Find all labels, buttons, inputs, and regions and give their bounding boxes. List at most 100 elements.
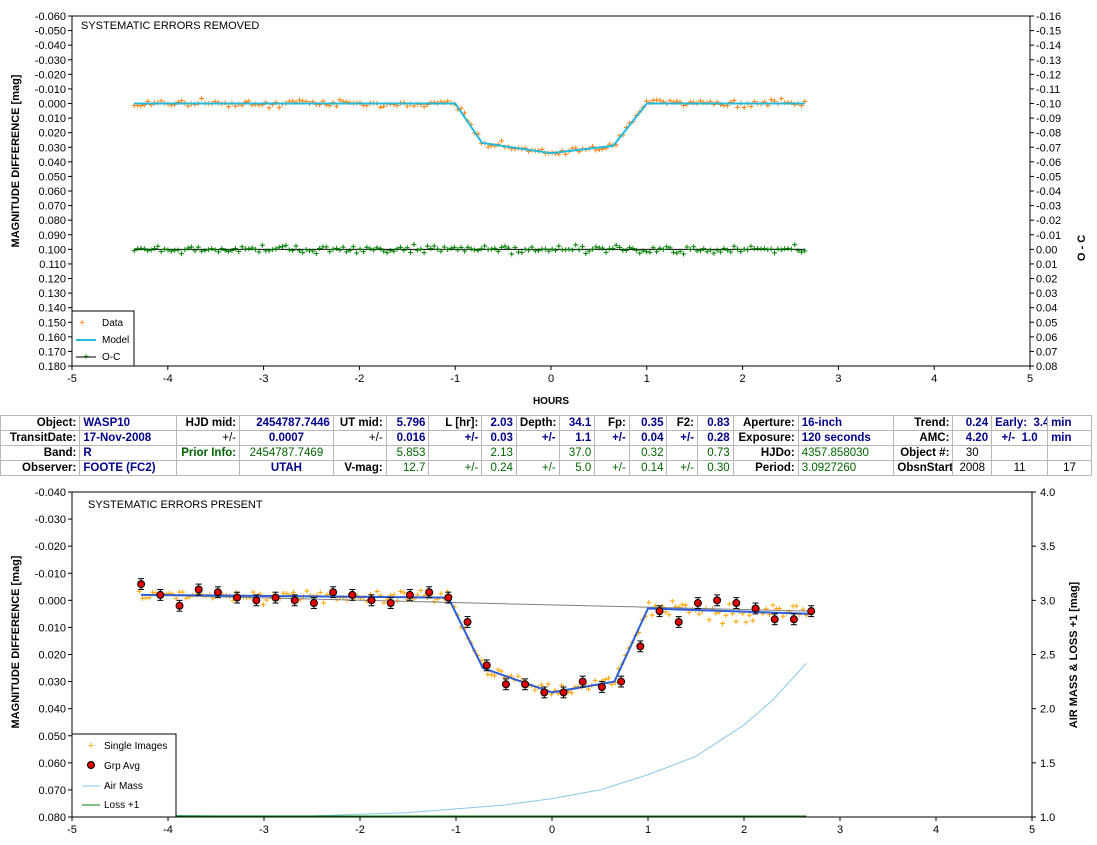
top-y2-tick-label: -0.10 xyxy=(1036,99,1061,111)
bottom-grp-point xyxy=(252,596,261,605)
f2-value: 0.83 xyxy=(697,415,734,431)
top-legend-oc-label: O-C xyxy=(102,352,120,363)
prior-blank-3 xyxy=(515,445,560,461)
bottom-grp-point xyxy=(271,593,280,602)
top-y2-label: O - C xyxy=(1076,235,1088,261)
hjd-mid-value: 2454787.7446 xyxy=(239,415,334,431)
bottom-grp-point xyxy=(578,677,587,686)
obs-day: 17 xyxy=(1047,460,1092,476)
ut-mid-label: UT mid: xyxy=(332,415,387,431)
aperture-value: 16-inch xyxy=(797,415,895,431)
bottom-grp-point xyxy=(521,680,530,689)
top-x-tick-label: -4 xyxy=(163,373,173,385)
prior-blank-5 xyxy=(666,445,699,461)
early-unit: min xyxy=(1047,415,1092,431)
top-x-tick-label: 5 xyxy=(1027,373,1033,385)
row3-blank-b xyxy=(1047,445,1092,461)
ut-mid-value: 5.796 xyxy=(385,415,430,431)
observer-value: FOOTE (FC2) xyxy=(79,460,178,476)
vmag-depth-err: 5.0 xyxy=(558,460,596,476)
bottom-y2-tick-label: 1.5 xyxy=(1040,758,1055,770)
amc-value: 4.20 xyxy=(952,430,993,446)
top-y-tick-label: 0.080 xyxy=(38,215,66,227)
top-y-tick-label: 0.160 xyxy=(38,332,66,344)
early-value: 3.4 xyxy=(1033,417,1046,429)
top-y2-axis: -0.16 -0.15 -0.14 -0.13 -0.12 -0.11 -0.10 -0.09… xyxy=(1030,11,1061,373)
early-pm: +/- 1.0 xyxy=(991,430,1049,446)
vmag-pm-3: +/- xyxy=(594,460,630,476)
top-legend-data-label: Data xyxy=(102,318,124,329)
bottom-x-tick-label: -1 xyxy=(451,824,461,836)
bottom-grp-point xyxy=(425,588,434,597)
top-x-tick-label: 0 xyxy=(548,373,554,385)
top-y-tick-label: -0.010 xyxy=(35,84,66,96)
bottom-grp-point xyxy=(233,593,242,602)
ut-err: 0.016 xyxy=(385,430,430,446)
early-label-text: Early: xyxy=(995,417,1028,429)
top-x-label: HOURS xyxy=(533,396,569,407)
top-chart: -0.060-0.050-0.040-0.030-0.020-0.0100.00… xyxy=(10,11,1088,407)
top-x-tick-label: 1 xyxy=(644,373,650,385)
top-y2-tick-label: -0.15 xyxy=(1036,26,1061,38)
top-y2-tick-label: 0.03 xyxy=(1036,288,1057,300)
top-legend-data-marker: + xyxy=(79,318,85,329)
top-y-tick-label: 0.170 xyxy=(38,346,66,358)
object-label: Object: xyxy=(0,415,81,431)
bottom-legend-single-marker: + xyxy=(88,740,94,752)
prior-fp: 0.32 xyxy=(628,445,668,461)
top-y-tick-label: 0.040 xyxy=(38,157,66,169)
bottom-series xyxy=(136,578,816,817)
bottom-grp-point xyxy=(329,588,338,597)
bottom-grp-point xyxy=(367,596,376,605)
bottom-grp-point xyxy=(713,596,722,605)
bottom-y-tick-label: 0.080 xyxy=(38,812,66,824)
band-value: R xyxy=(79,445,178,461)
row3-blank-a xyxy=(991,445,1049,461)
top-y-tick-label: 0.010 xyxy=(38,113,66,125)
prior-f2: 0.73 xyxy=(697,445,734,461)
top-x-tick-label: -5 xyxy=(67,373,77,385)
top-y2-tick-label: -0.14 xyxy=(1036,40,1061,52)
bottom-grp-point xyxy=(137,580,146,589)
bottom-y2-tick-label: 4.0 xyxy=(1040,487,1055,499)
info-table: Object: WASP10 HJD mid: 2454787.7446 UT … xyxy=(0,415,1092,476)
obs-month: 11 xyxy=(991,460,1049,476)
top-x-axis: -5 -4 -3 -2 -1 0 1 2 3 4 5 xyxy=(67,366,1033,385)
bottom-legend-airmass-label: Air Mass xyxy=(104,781,143,792)
top-y2-tick-label: -0.07 xyxy=(1036,142,1061,154)
fp-label: Fp: xyxy=(594,415,630,431)
vmag-value: 12.7 xyxy=(385,460,430,476)
bottom-x-tick-label: 1 xyxy=(645,824,651,836)
band-label: Band: xyxy=(0,445,81,461)
top-title: SYSTEMATIC ERRORS REMOVED xyxy=(81,20,259,32)
hjd-err: 0.0007 xyxy=(239,430,334,446)
depth-label: Depth: xyxy=(515,415,560,431)
top-x-tick-label: 4 xyxy=(931,373,937,385)
bottom-grp-point xyxy=(636,642,645,651)
l-pm: +/- xyxy=(428,430,483,446)
prior-ut: 5.853 xyxy=(385,445,430,461)
prior-hjd: 2454787.7469 xyxy=(239,445,334,461)
depth-value: 34.1 xyxy=(558,415,596,431)
f2-pm: +/- xyxy=(666,430,699,446)
prior-blank-2 xyxy=(428,445,483,461)
prior-l: 2.13 xyxy=(481,445,517,461)
bottom-grp-point xyxy=(789,615,798,624)
top-y2-tick-label: -0.04 xyxy=(1036,186,1061,198)
top-y-tick-label: 0.070 xyxy=(38,201,66,213)
top-x-tick-label: -1 xyxy=(450,373,460,385)
top-y2-tick-label: 0.01 xyxy=(1036,259,1057,271)
top-y-tick-label: 0.030 xyxy=(38,142,66,154)
top-y-tick-label: 0.130 xyxy=(38,288,66,300)
bottom-chart: -0.040 -0.030 -0.020 -0.010 0.000 0.010 0.020 0… xyxy=(10,487,1080,836)
transit-date-value: 17-Nov-2008 xyxy=(79,430,178,446)
top-y-tick-label: -0.030 xyxy=(35,55,66,67)
object-num-label: Object #: xyxy=(893,445,954,461)
bottom-grp-point xyxy=(156,590,165,599)
top-y2-tick-label: -0.03 xyxy=(1036,201,1061,213)
observer-label: Observer: xyxy=(0,460,81,476)
bottom-y-tick-label: 0.050 xyxy=(38,731,66,743)
hjdo-value: 4357.858030 xyxy=(797,445,895,461)
bottom-grp-point xyxy=(405,590,414,599)
top-y2-tick-label: 0.02 xyxy=(1036,274,1057,286)
